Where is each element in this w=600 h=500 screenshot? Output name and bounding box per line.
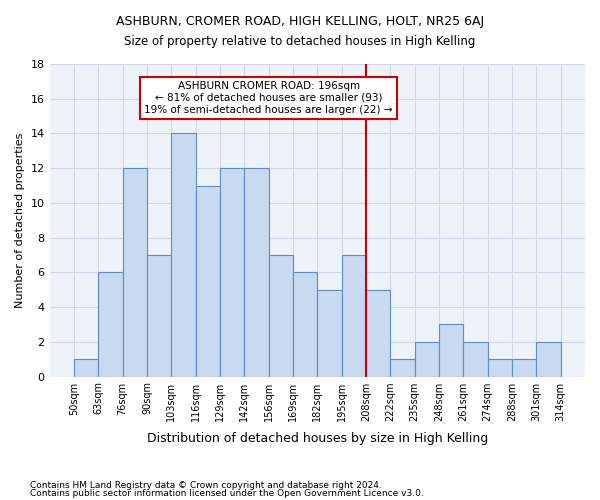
Bar	[415, 342, 439, 376]
Text: ASHBURN CROMER ROAD: 196sqm
← 81% of detached houses are smaller (93)
19% of sem: ASHBURN CROMER ROAD: 196sqm ← 81% of det…	[145, 82, 393, 114]
Bar	[293, 272, 317, 376]
Bar	[512, 359, 536, 376]
Bar	[463, 342, 488, 376]
Bar	[269, 255, 293, 376]
Bar	[439, 324, 463, 376]
Bar	[341, 255, 366, 376]
Bar	[317, 290, 341, 376]
Bar	[171, 134, 196, 376]
Text: ASHBURN, CROMER ROAD, HIGH KELLING, HOLT, NR25 6AJ: ASHBURN, CROMER ROAD, HIGH KELLING, HOLT…	[116, 15, 484, 28]
Bar	[98, 272, 122, 376]
Text: Size of property relative to detached houses in High Kelling: Size of property relative to detached ho…	[124, 35, 476, 48]
Bar	[220, 168, 244, 376]
Bar	[366, 290, 390, 376]
Bar	[122, 168, 147, 376]
Y-axis label: Number of detached properties: Number of detached properties	[15, 132, 25, 308]
Bar	[147, 255, 171, 376]
Bar	[488, 359, 512, 376]
Bar	[74, 359, 98, 376]
Text: Contains HM Land Registry data © Crown copyright and database right 2024.: Contains HM Land Registry data © Crown c…	[30, 481, 382, 490]
Text: Contains public sector information licensed under the Open Government Licence v3: Contains public sector information licen…	[30, 488, 424, 498]
Bar	[196, 186, 220, 376]
Bar	[390, 359, 415, 376]
Bar	[536, 342, 560, 376]
X-axis label: Distribution of detached houses by size in High Kelling: Distribution of detached houses by size …	[146, 432, 488, 445]
Bar	[244, 168, 269, 376]
